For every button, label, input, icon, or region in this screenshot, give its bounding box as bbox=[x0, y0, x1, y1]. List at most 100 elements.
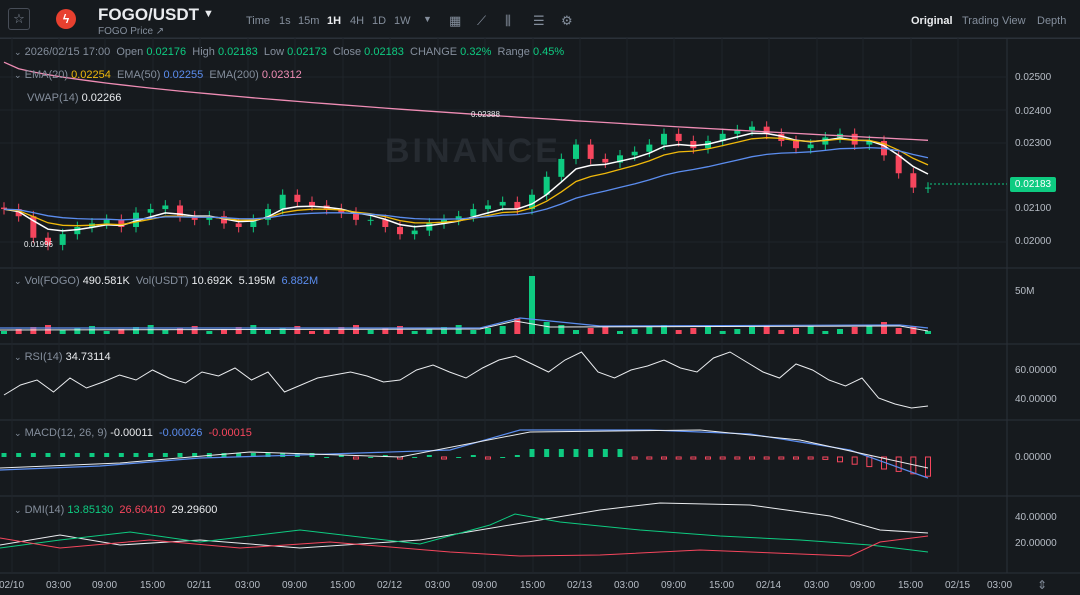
tf-1w[interactable]: 1W bbox=[394, 15, 411, 27]
candle-body bbox=[30, 216, 37, 238]
macd-histogram-bar bbox=[778, 456, 785, 460]
candle-body bbox=[631, 151, 638, 156]
ohlc-legend: ⌄ 2026/02/15 17:00 Open 0.02176 High 0.0… bbox=[14, 46, 565, 58]
macd-histogram-bar bbox=[30, 453, 36, 457]
view-trading-view[interactable]: Trading View bbox=[962, 15, 1026, 27]
candle-body bbox=[587, 144, 594, 159]
fit-screen-icon[interactable]: ⇕ bbox=[1037, 578, 1048, 592]
candle-body bbox=[45, 237, 51, 245]
time-tick: 03:00 bbox=[235, 580, 261, 591]
candle-body bbox=[103, 219, 110, 224]
candle-body bbox=[499, 201, 506, 206]
macd-histogram-bar bbox=[793, 456, 799, 460]
view-depth[interactable]: Depth bbox=[1037, 15, 1067, 27]
candle-body bbox=[397, 227, 403, 235]
macd-histogram-bar bbox=[470, 455, 476, 457]
candle-body bbox=[470, 209, 477, 217]
indicator-chart-icon[interactable]: ⟋ bbox=[477, 13, 487, 28]
volume-bar bbox=[719, 331, 726, 334]
tf-15m[interactable]: 15m bbox=[298, 15, 320, 27]
calendar-icon[interactable]: ▦ bbox=[449, 13, 462, 28]
volume-bar bbox=[675, 330, 682, 334]
macd-signal-line bbox=[0, 429, 929, 469]
macd-histogram-bar bbox=[485, 456, 491, 460]
macd-histogram-bar bbox=[45, 453, 51, 457]
volume-bar bbox=[441, 327, 447, 334]
minus-di-line bbox=[0, 535, 929, 557]
candle-body bbox=[235, 223, 242, 227]
macd-histogram-bar bbox=[426, 455, 432, 457]
macd-histogram-bar bbox=[74, 453, 80, 457]
macd-histogram-bar bbox=[456, 457, 462, 458]
macd-histogram-bar bbox=[602, 449, 608, 457]
time-tick: 09:00 bbox=[92, 580, 118, 591]
pair-subtitle[interactable]: FOGO Price ↗ bbox=[98, 26, 165, 37]
candle-body bbox=[749, 126, 755, 131]
volume-bar bbox=[177, 328, 183, 334]
tf-more-chevron-down-icon[interactable]: ▼ bbox=[423, 14, 432, 24]
tf-1d[interactable]: 1D bbox=[372, 15, 387, 27]
volume-legend: ⌄ Vol(FOGO) 490.581K Vol(USDT) 10.692K 5… bbox=[14, 275, 319, 287]
volume-bar bbox=[705, 326, 711, 334]
pair-dropdown-chevron-down-icon[interactable]: ▼ bbox=[203, 8, 214, 20]
favorite-star-icon[interactable]: ☆ bbox=[8, 8, 30, 30]
view-original[interactable]: Original bbox=[911, 15, 953, 27]
candle-body bbox=[250, 219, 257, 227]
time-tick: 09:00 bbox=[472, 580, 498, 591]
candle-body bbox=[15, 209, 22, 217]
macd-histogram-bar bbox=[925, 456, 931, 477]
macd-histogram-bar bbox=[324, 457, 330, 458]
volume-bar bbox=[866, 325, 873, 334]
candle-type-icon[interactable]: ⫼ bbox=[505, 13, 511, 28]
candle-body bbox=[558, 158, 565, 177]
dmi-axis-tick: 20.00000 bbox=[1015, 538, 1057, 549]
candle-body bbox=[617, 155, 623, 163]
macd-histogram-bar bbox=[661, 456, 667, 460]
tf-1s[interactable]: 1s bbox=[279, 15, 291, 27]
rsi-axis-tick: 40.00000 bbox=[1015, 394, 1057, 405]
volume-bar bbox=[529, 276, 535, 334]
tf-4h[interactable]: 4H bbox=[350, 15, 365, 27]
volume-bar bbox=[59, 330, 66, 334]
time-tick: 02/10 bbox=[0, 580, 25, 591]
price-tick: 0.02500 bbox=[1015, 72, 1052, 83]
volume-bar bbox=[470, 330, 477, 334]
candle-body bbox=[895, 155, 902, 174]
macd-histogram-bar bbox=[573, 449, 579, 457]
macd-histogram-bar bbox=[60, 453, 66, 457]
candle-body bbox=[661, 133, 667, 145]
macd-histogram-bar bbox=[192, 453, 198, 457]
candle-body bbox=[646, 144, 653, 152]
macd-histogram-bar bbox=[588, 449, 594, 457]
volume-bar bbox=[15, 329, 22, 334]
pair-title[interactable]: FOGO/USDT bbox=[98, 5, 200, 24]
volume-bar bbox=[895, 328, 902, 334]
macd-histogram-bar bbox=[631, 456, 638, 460]
volume-bar bbox=[367, 330, 374, 334]
time-tick: 02/13 bbox=[567, 580, 593, 591]
tf-time[interactable]: Time bbox=[246, 15, 271, 27]
macd-histogram-bar bbox=[675, 456, 682, 460]
candle-body bbox=[807, 144, 814, 149]
candle-body bbox=[763, 126, 770, 134]
volume-bar bbox=[558, 325, 565, 334]
candle-body bbox=[411, 230, 418, 235]
candle-body bbox=[543, 176, 550, 195]
candle-body bbox=[59, 234, 66, 245]
tf-1h[interactable]: 1H bbox=[327, 15, 342, 27]
macd-histogram-bar bbox=[749, 456, 755, 460]
volume-bar bbox=[485, 328, 491, 334]
rsi-line bbox=[3, 351, 929, 409]
plus-di-line bbox=[0, 513, 929, 553]
gear-icon[interactable]: ⚙ bbox=[561, 13, 573, 28]
macd-histogram-bar bbox=[500, 457, 506, 458]
volume-bar bbox=[338, 327, 345, 334]
price-tick: 0.02000 bbox=[1015, 236, 1052, 247]
macd-histogram-bar bbox=[690, 456, 697, 460]
low-annotation: 0.01996 bbox=[24, 240, 53, 249]
time-tick: 15:00 bbox=[898, 580, 924, 591]
macd-histogram-bar bbox=[353, 456, 359, 460]
volume-bar bbox=[1, 331, 7, 334]
settings-sliders-icon[interactable]: ☰ bbox=[533, 13, 545, 28]
